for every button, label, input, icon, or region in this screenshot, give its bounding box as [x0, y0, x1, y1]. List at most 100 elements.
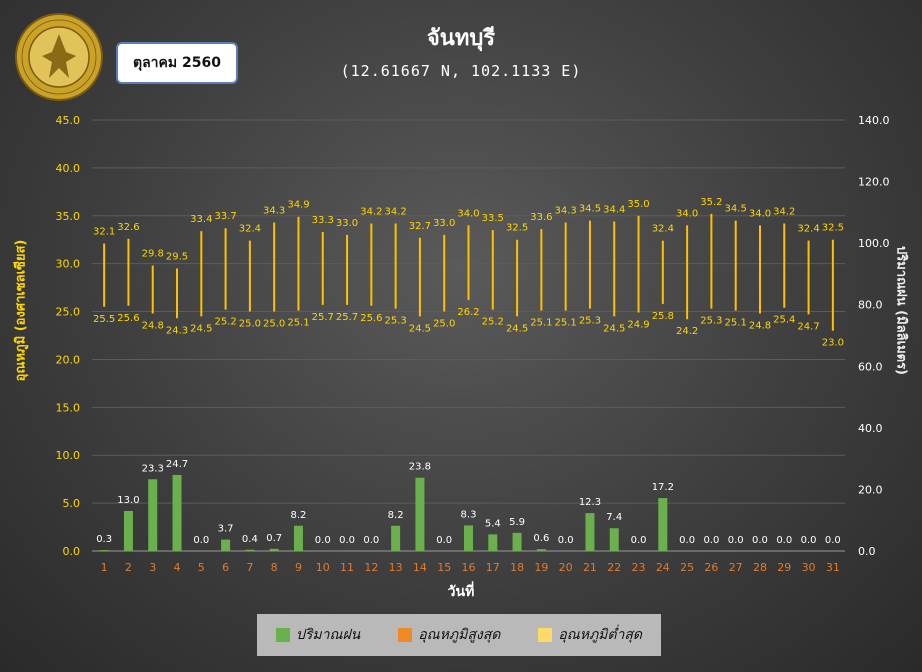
tmin-data-label: 25.7	[312, 312, 334, 323]
tmax-data-label: 34.0	[676, 208, 698, 219]
tmax-data-label: 34.4	[603, 205, 625, 216]
tmin-data-label: 25.3	[700, 316, 722, 327]
legend-label-tmax: อุณหภูมิสูงสุด	[418, 627, 501, 643]
rain-bar	[536, 549, 546, 551]
tmin-data-label: 25.1	[725, 318, 747, 329]
station-title: จันทบุรี	[426, 26, 496, 51]
tmin-data-label: 24.5	[603, 323, 625, 334]
rain-data-label: 7.4	[606, 512, 622, 523]
tmax-data-label: 34.2	[360, 206, 382, 217]
rain-bar	[415, 477, 425, 551]
tmin-data-label: 24.5	[506, 323, 528, 334]
tmax-data-label: 33.5	[482, 213, 504, 224]
tmin-data-label: 25.3	[579, 316, 601, 327]
tmax-data-label: 35.0	[627, 199, 649, 210]
legend-swatch-tmin	[538, 628, 553, 642]
rain-bar	[658, 498, 668, 551]
x-tick-label: 6	[222, 561, 229, 574]
tmin-data-label: 25.8	[652, 311, 674, 322]
tmin-data-label: 25.1	[555, 318, 577, 329]
tmax-data-label: 33.0	[336, 218, 358, 229]
tmax-data-label: 29.8	[142, 249, 164, 260]
rain-bar	[269, 548, 279, 551]
rain-data-label: 17.2	[652, 482, 674, 493]
tmin-data-label: 25.6	[360, 313, 382, 324]
station-coordinates: (12.61667 N, 102.1133 E)	[340, 62, 582, 80]
y-tick-right: 40.0	[858, 422, 883, 435]
tmax-data-label: 34.3	[555, 205, 577, 216]
y-tick-right: 120.0	[858, 176, 890, 189]
x-tick-label: 17	[486, 561, 500, 574]
tmin-data-label: 24.5	[190, 323, 212, 334]
x-tick-label: 31	[826, 561, 840, 574]
tmax-data-label: 34.3	[263, 205, 285, 216]
legend-item-tmin: อุณหภูมิต่ำสุด	[538, 624, 642, 646]
rain-data-label: 0.0	[631, 535, 647, 546]
y-tick-right: 60.0	[858, 360, 883, 373]
tmin-data-label: 26.2	[457, 307, 479, 318]
x-tick-label: 9	[295, 561, 302, 574]
y-tick-left: 45.0	[56, 114, 81, 127]
tmin-data-label: 25.7	[336, 312, 358, 323]
rain-data-label: 8.2	[291, 510, 307, 521]
tmax-data-label: 34.2	[773, 206, 795, 217]
rain-data-label: 0.0	[193, 535, 209, 546]
legend-swatch-rain	[275, 628, 290, 642]
x-tick-label: 16	[462, 561, 476, 574]
rain-bar	[585, 513, 595, 551]
tmax-data-label: 32.6	[117, 222, 139, 233]
tmax-data-label: 34.5	[725, 204, 747, 215]
tmin-data-label: 23.0	[822, 338, 844, 349]
rain-bar	[391, 525, 401, 551]
rain-bar	[488, 534, 498, 551]
tmax-data-label: 32.4	[239, 224, 261, 235]
tmax-data-label: 32.4	[797, 224, 819, 235]
x-tick-label: 13	[389, 561, 403, 574]
rain-data-label: 3.7	[218, 524, 234, 535]
legend-swatch-tmax	[398, 628, 413, 642]
tmin-data-label: 24.7	[797, 321, 819, 332]
tmin-data-label: 24.8	[142, 320, 164, 331]
tmin-data-label: 24.2	[676, 326, 698, 337]
x-tick-label: 8	[271, 561, 278, 574]
tmin-data-label: 24.3	[166, 325, 188, 336]
rain-bar	[123, 510, 133, 551]
seal-logo-icon	[15, 13, 103, 101]
tmax-data-label: 32.7	[409, 221, 431, 232]
y-tick-left: 30.0	[56, 258, 81, 271]
tmin-data-label: 25.2	[482, 317, 504, 328]
legend-label-rain: ปริมาณฝน	[295, 627, 361, 643]
rain-data-label: 0.0	[315, 535, 331, 546]
rain-data-label: 0.0	[679, 535, 695, 546]
rain-data-label: 5.4	[485, 518, 501, 529]
x-tick-label: 22	[607, 561, 621, 574]
x-tick-label: 3	[149, 561, 156, 574]
tmax-data-label: 29.5	[166, 251, 188, 262]
y-tick-right: 140.0	[858, 114, 890, 127]
x-tick-label: 15	[437, 561, 451, 574]
tmax-data-label: 34.2	[384, 206, 406, 217]
y-tick-left: 5.0	[63, 497, 81, 510]
tmin-data-label: 25.0	[433, 319, 455, 330]
rain-data-label: 0.3	[96, 534, 112, 545]
tmax-data-label: 34.0	[457, 208, 479, 219]
x-tick-label: 4	[174, 561, 181, 574]
rain-data-label: 0.0	[801, 535, 817, 546]
rain-data-label: 8.2	[388, 510, 404, 521]
tmin-data-label: 24.8	[749, 320, 771, 331]
rain-data-label: 0.6	[533, 533, 549, 544]
rain-bar	[512, 532, 522, 551]
tmin-data-label: 25.6	[117, 313, 139, 324]
tmax-data-label: 32.5	[822, 223, 844, 234]
rain-data-label: 5.9	[509, 517, 525, 528]
tmin-data-label: 24.5	[409, 323, 431, 334]
rain-bar	[221, 539, 231, 551]
rain-data-label: 12.3	[579, 497, 601, 508]
rain-data-label: 0.0	[558, 535, 574, 546]
y-tick-right: 20.0	[858, 483, 883, 496]
legend-item-rain: ปริมาณฝน	[275, 624, 361, 646]
tmax-data-label: 34.9	[287, 200, 309, 211]
y-tick-left: 15.0	[56, 401, 81, 414]
tmax-data-label: 33.6	[530, 212, 552, 223]
